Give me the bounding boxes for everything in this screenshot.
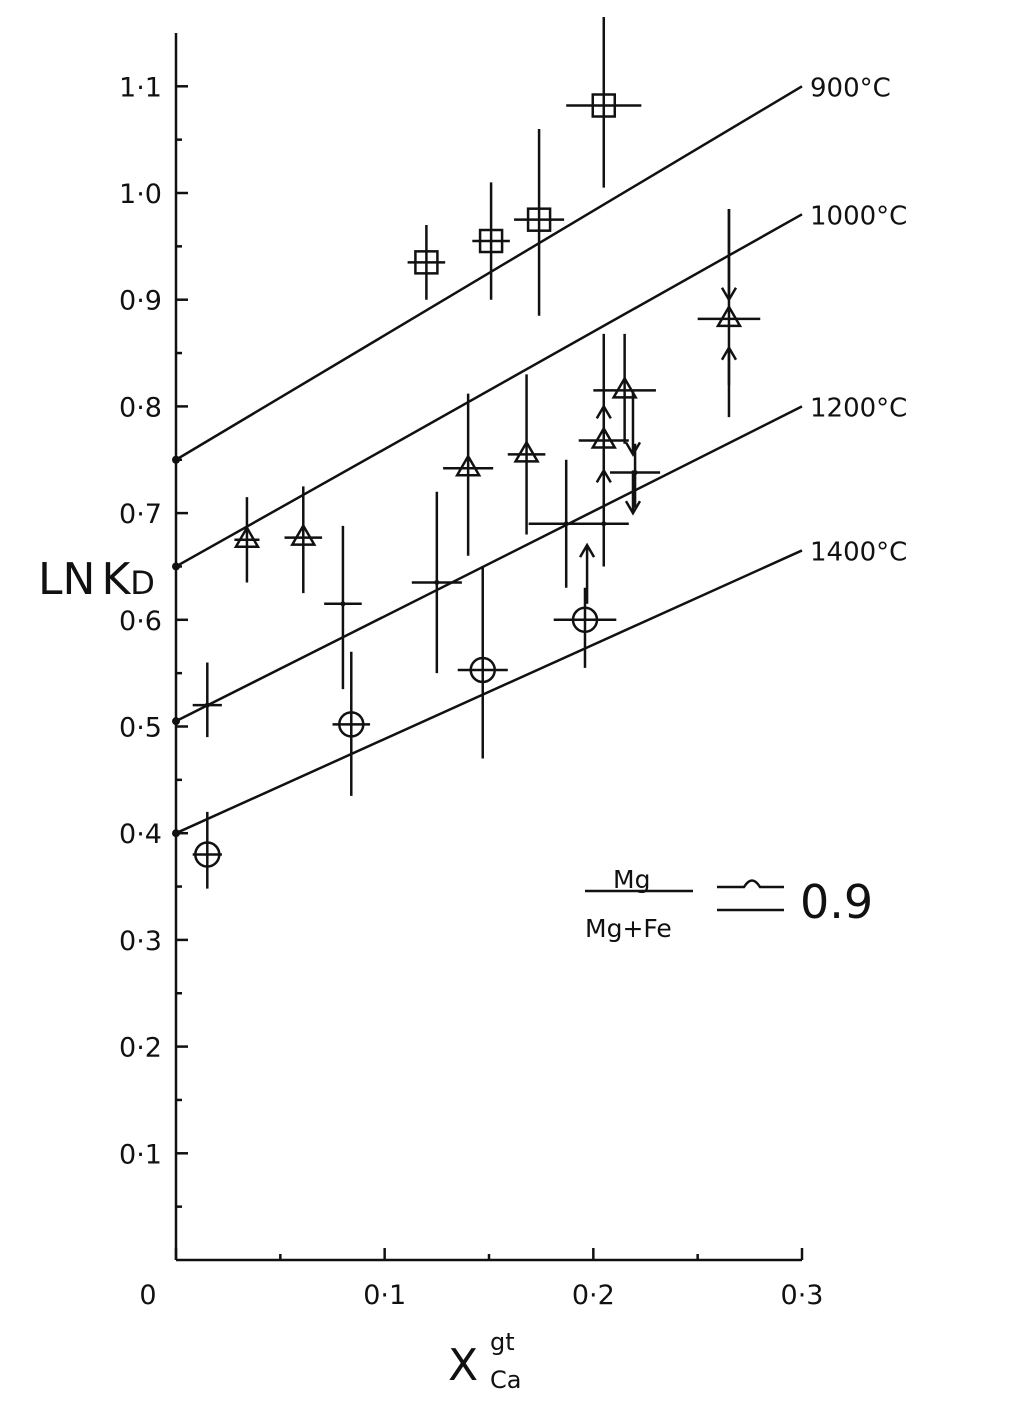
- x-tick-label-3: 0·3: [781, 1280, 824, 1311]
- isotherm-label-3: 1400°C: [810, 537, 907, 567]
- approx-equal-icon: [717, 879, 784, 912]
- triangle-marker-10: [715, 304, 743, 328]
- isotherm-origin-dot-0: [172, 455, 180, 464]
- y-tick-label-7: 0·8: [119, 392, 162, 423]
- plus-marker-15: [601, 521, 607, 527]
- y-axis-title-main: LN: [38, 554, 95, 605]
- x-axis-title: X: [448, 1340, 478, 1391]
- circle-marker-20: [571, 606, 599, 634]
- plus-marker-13: [434, 579, 440, 585]
- square-marker-2: [526, 207, 552, 232]
- legend-denominator: Mg+Fe: [585, 914, 672, 943]
- arrow-head-4: [595, 403, 612, 420]
- arrow-3: [624, 470, 642, 516]
- y-axis-title-second: K: [101, 554, 131, 605]
- y-tick-label-4: 0·5: [119, 713, 162, 744]
- isotherm-1: 1000°C: [172, 201, 907, 571]
- triangle-marker-9: [611, 375, 638, 399]
- arrow-6: [578, 542, 596, 604]
- point-square-1: [472, 182, 510, 300]
- square-marker-3: [591, 93, 617, 118]
- arrow-head-6: [578, 542, 596, 558]
- isotherm-line-0: [175, 85, 803, 461]
- isotherm-label-0: 900°C: [810, 73, 891, 103]
- x-tick-label-1: 0·1: [363, 1280, 406, 1311]
- y-tick-label-10: 1·1: [119, 72, 162, 103]
- point-circle-19: [457, 566, 508, 759]
- square-marker-1: [478, 228, 504, 254]
- arrow-0: [720, 209, 738, 303]
- triangle-marker-5: [290, 523, 317, 546]
- x-axis-title-sub: Ca: [490, 1366, 521, 1394]
- x-tick-label-2: 0·2: [572, 1280, 615, 1311]
- triangle-marker-4: [233, 525, 261, 549]
- isotherm-label-2: 1200°C: [810, 393, 907, 423]
- point-square-0: [407, 225, 446, 300]
- plus-marker-12: [340, 601, 346, 607]
- arrow-head-3: [624, 500, 642, 516]
- isotherm-lines: 900°C 1000°C 1200°C 1400°C: [172, 73, 907, 838]
- triangle-marker-7: [513, 439, 540, 463]
- arrow-5: [595, 467, 612, 508]
- legend: Mg Mg+Fe 0.9: [585, 865, 873, 943]
- y-tick-label-3: 0·4: [119, 819, 162, 850]
- x-tick-label-0: 0: [139, 1280, 156, 1311]
- point-circle-18: [332, 651, 371, 796]
- arrow-head-1: [720, 345, 738, 361]
- arrow-head-5: [595, 467, 612, 484]
- triangle-marker-6: [454, 453, 482, 477]
- y-tick-label-9: 1·0: [119, 179, 162, 210]
- y-tick-label-1: 0·2: [119, 1033, 162, 1064]
- y-tick-label-0: 0·1: [119, 1139, 162, 1170]
- arrow-head-2: [624, 441, 642, 457]
- point-circle-20: [553, 587, 617, 668]
- point-square-2: [514, 128, 565, 316]
- point-plus-13: [411, 491, 462, 674]
- y-tick-label-6: 0·7: [119, 499, 162, 530]
- data-points: [192, 16, 761, 889]
- arrows: [578, 209, 738, 604]
- isotherm-3: 1400°C: [172, 537, 907, 838]
- isotherm-2: 1200°C: [172, 393, 907, 726]
- isotherm-origin-dot-3: [172, 829, 180, 838]
- arrow-4: [595, 403, 612, 471]
- legend-value: 0.9: [800, 875, 873, 929]
- point-circle-17: [192, 811, 222, 889]
- x-axis-title-sup: gt: [490, 1328, 515, 1356]
- plus-marker-11: [204, 702, 210, 708]
- point-triangle-9: [593, 333, 656, 444]
- isotherm-line-2: [175, 405, 803, 723]
- isotherm-origin-dot-2: [172, 717, 180, 726]
- circle-marker-17: [194, 841, 221, 868]
- point-square-3: [566, 16, 642, 188]
- y-tick-label-2: 0·3: [119, 926, 162, 957]
- isotherm-line-3: [175, 549, 803, 835]
- point-triangle-7: [507, 374, 546, 535]
- arrow-head-0: [720, 287, 738, 303]
- y-tick-label-5: 0·6: [119, 606, 162, 637]
- axes: 0·1 0·2 0·3 0·4 0·5 0·6 0·7 0·8 0·9 1·0 1·1 0 0·1 0·2…: [119, 32, 824, 1311]
- y-axis-title-sub: D: [130, 564, 155, 602]
- point-plus-11: [192, 662, 222, 738]
- legend-numerator: Mg: [613, 865, 650, 894]
- y-axis-title: LN KD: [38, 554, 155, 605]
- isotherm-origin-dot-1: [172, 562, 180, 571]
- point-triangle-4: [233, 497, 261, 583]
- point-plus-12: [324, 525, 362, 690]
- isotherm-0: 900°C: [172, 73, 891, 464]
- circle-marker-19: [469, 656, 496, 684]
- point-triangle-5: [284, 486, 323, 594]
- square-marker-0: [414, 250, 439, 275]
- arrow-2: [624, 390, 642, 457]
- arrow-1: [720, 345, 738, 386]
- isotherm-line-1: [175, 213, 803, 568]
- isotherm-label-1: 1000°C: [810, 201, 907, 231]
- plus-marker-14: [563, 521, 569, 527]
- point-triangle-6: [443, 393, 494, 556]
- y-tick-label-8: 0·9: [119, 286, 162, 317]
- circle-marker-18: [338, 711, 365, 738]
